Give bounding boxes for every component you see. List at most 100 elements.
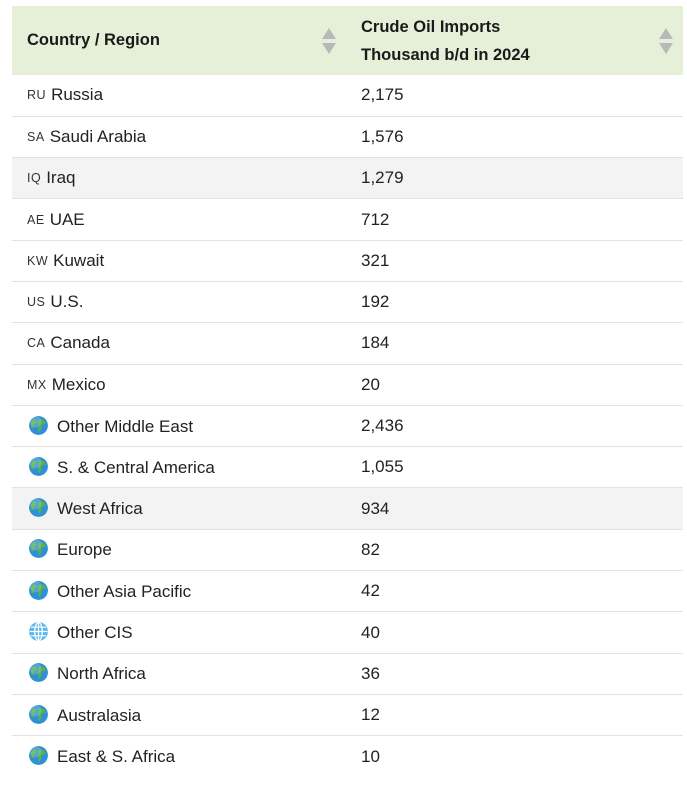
import-value: 10 (361, 746, 380, 766)
country-name: West Africa (57, 499, 143, 519)
country-name: Other Asia Pacific (57, 581, 192, 601)
country-cell: Other Middle East (12, 405, 346, 446)
country-cell: West Africa (12, 488, 346, 529)
table-row: RU Russia 2,175 (12, 75, 683, 116)
globe-icon (29, 704, 48, 724)
country-name: Russia (51, 85, 104, 105)
sort-arrows-icon[interactable] (322, 27, 336, 55)
country-name: Iraq (46, 168, 76, 188)
globe-with-meridians-icon (29, 622, 48, 641)
import-value: 40 (361, 622, 380, 642)
import-value: 2,175 (361, 85, 404, 105)
table-row: North Africa 36 (12, 653, 683, 694)
globe-icon (29, 580, 48, 600)
country-name: Mexico (51, 374, 106, 394)
imports-table-container: Country / Region Crude Oil Imports Thous… (12, 6, 683, 777)
country-cell: AE UAE (12, 199, 346, 240)
country-code: MX (27, 377, 47, 392)
country-cell: North Africa (12, 653, 346, 694)
country-code: IQ (27, 171, 42, 186)
import-value: 42 (361, 581, 380, 601)
table-row: KW Kuwait 321 (12, 240, 683, 281)
country-cell: KW Kuwait (12, 240, 346, 281)
country-cell: Australasia (12, 694, 346, 735)
globe-icon (29, 415, 48, 435)
country-cell: IQ Iraq (12, 158, 346, 199)
table-body: RU Russia 2,175 SA Saudi Arabia 1,576 IQ Iraq 1,… (12, 75, 683, 777)
table-row: CA Canada 184 (12, 322, 683, 364)
imports-header-line1: Crude Oil Imports (361, 17, 501, 36)
globe-icon (29, 746, 48, 766)
import-value: 20 (361, 374, 380, 394)
country-name: Australasia (57, 705, 142, 725)
import-value: 36 (361, 663, 380, 683)
country-cell: S. & Central America (12, 447, 346, 488)
crude-oil-imports-table: Country / Region Crude Oil Imports Thous… (12, 6, 683, 777)
globe-icon (29, 539, 48, 559)
country-code: SA (27, 129, 45, 144)
table-row: Other CIS 40 (12, 611, 683, 653)
table-row: Europe 82 (12, 529, 683, 570)
import-value: 12 (361, 705, 380, 725)
country-name: U.S. (50, 292, 84, 312)
import-value: 712 (361, 209, 390, 229)
country-cell: SA Saudi Arabia (12, 116, 346, 157)
table-row: MX Mexico 20 (12, 364, 683, 405)
globe-icon (29, 498, 48, 518)
country-cell: Other Asia Pacific (12, 571, 346, 612)
sort-up-icon (659, 27, 673, 39)
country-code: KW (27, 253, 49, 268)
country-cell: RU Russia (12, 75, 346, 116)
country-name: Other Middle East (57, 416, 194, 436)
imports-column-header[interactable]: Crude Oil Imports Thousand b/d in 2024 (346, 6, 683, 75)
table-row: West Africa 934 (12, 487, 683, 530)
country-name: Canada (50, 333, 110, 353)
import-value: 82 (361, 539, 380, 559)
country-cell: East & S. Africa (12, 736, 346, 777)
country-name: North Africa (57, 664, 146, 684)
country-cell: CA Canada (12, 323, 346, 364)
country-name: Other CIS (57, 623, 133, 642)
sort-up-icon (322, 27, 336, 39)
country-name: UAE (49, 209, 85, 229)
import-value: 192 (361, 292, 390, 312)
import-value: 1,576 (361, 126, 404, 146)
table-row: East & S. Africa 10 (12, 735, 683, 777)
import-value: 184 (361, 333, 390, 353)
country-header-label: Country / Region (27, 31, 160, 49)
import-value: 1,055 (361, 457, 404, 477)
import-value: 934 (361, 498, 390, 518)
country-column-header[interactable]: Country / Region (12, 6, 346, 75)
import-value: 1,279 (361, 168, 404, 188)
country-cell: MX Mexico (12, 364, 346, 405)
table-row: SA Saudi Arabia 1,576 (12, 116, 683, 157)
table-header: Country / Region Crude Oil Imports Thous… (12, 6, 683, 75)
country-name: Kuwait (53, 250, 105, 270)
imports-header-line2: Thousand b/d in 2024 (361, 45, 530, 64)
import-value: 2,436 (361, 416, 404, 436)
country-cell: Other CIS (12, 612, 346, 653)
country-name: Europe (57, 540, 112, 560)
country-code: AE (27, 212, 45, 227)
country-code: RU (27, 88, 47, 103)
table-row: S. & Central America 1,055 (12, 446, 683, 488)
country-name: East & S. Africa (57, 747, 176, 767)
table-row: Other Asia Pacific 42 (12, 570, 683, 612)
table-row: Other Middle East 2,436 (12, 405, 683, 446)
table-row: US U.S. 192 (12, 281, 683, 322)
globe-icon (29, 456, 48, 476)
country-cell: US U.S. (12, 281, 346, 322)
table-row: Australasia 12 (12, 694, 683, 735)
import-value: 321 (361, 250, 390, 270)
sort-down-icon (659, 42, 673, 54)
country-name: Saudi Arabia (49, 126, 147, 146)
sort-arrows-icon[interactable] (659, 27, 673, 55)
country-cell: Europe (12, 529, 346, 570)
globe-icon (29, 663, 48, 683)
country-name: S. & Central America (57, 457, 215, 477)
header-row: Country / Region Crude Oil Imports Thous… (12, 6, 683, 75)
sort-down-icon (322, 42, 336, 54)
country-code: US (27, 295, 46, 310)
country-code: CA (27, 336, 46, 351)
table-row: IQ Iraq 1,279 (12, 157, 683, 199)
